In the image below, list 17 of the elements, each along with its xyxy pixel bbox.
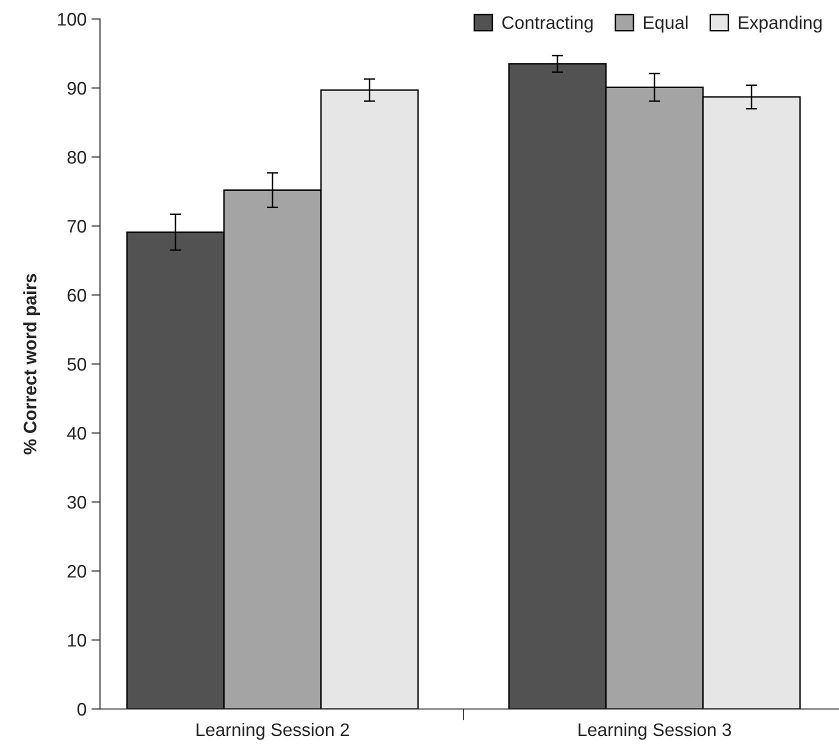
y-tick-label: 0 — [77, 702, 86, 716]
y-tick-label: 30 — [67, 496, 86, 509]
x-tick-label: Learning Session 3 — [578, 722, 731, 740]
y-tick-label: 50 — [67, 358, 86, 371]
y-tick-label: 20 — [68, 564, 86, 578]
y-tick-label: 80 — [68, 150, 86, 164]
y-tick-label: 90 — [68, 82, 86, 95]
y-axis-title: % Correct word pairs — [23, 274, 40, 454]
legend-label: Equal — [644, 16, 688, 33]
y-tick-label: 10 — [68, 634, 86, 647]
y-tick-label: 60 — [68, 288, 86, 302]
x-tick-label: Learning Session 2 — [196, 722, 349, 740]
y-tick-label: 100 — [58, 12, 86, 26]
y-tick-label: 40 — [67, 426, 86, 440]
legend-label: Expanding — [738, 16, 822, 33]
legend-label: Contracting — [502, 16, 593, 33]
y-tick-label: 70 — [68, 220, 86, 233]
